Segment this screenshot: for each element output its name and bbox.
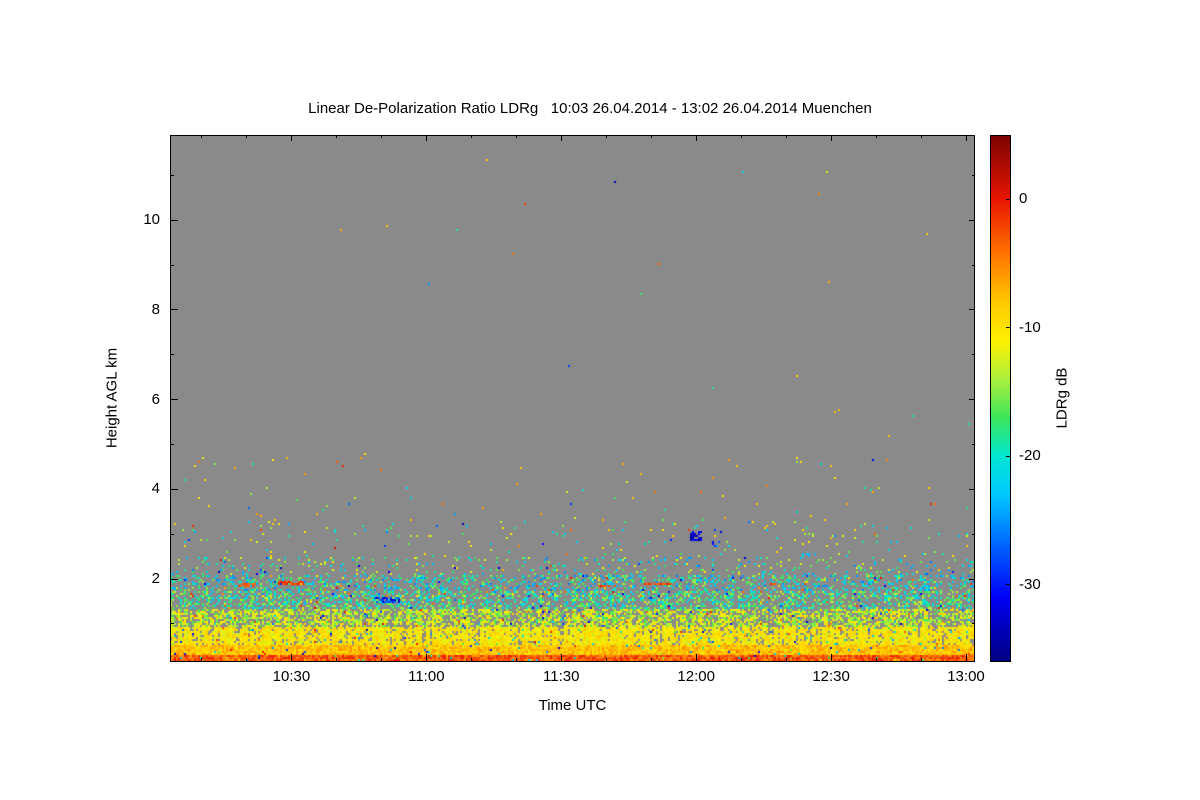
colorbar-tick-mark [1006,198,1011,200]
colorbar-tick-mark [1006,455,1011,457]
heatmap-canvas [170,135,975,662]
x-tick-label: 11:00 [408,668,445,685]
colorbar-tick-label: -10 [1019,318,1041,336]
x-tick-label: 12:30 [812,668,850,685]
y-tick-label: 8 [151,300,160,318]
x-tick-label: 13:00 [947,668,985,685]
colorbar-tick-label: -30 [1019,575,1041,593]
colorbar-title: LDRg dB [1053,367,1071,429]
plot-area [170,135,975,662]
chart-title: Linear De-Polarization Ratio LDRg 10:03 … [308,100,872,117]
y-tick-label: 6 [151,390,160,408]
y-tick-label: 2 [151,570,160,588]
y-tick-label: 4 [151,480,160,498]
x-tick-label: 12:00 [677,668,715,685]
colorbar-tick-mark [1006,327,1011,329]
x-axis-title: Time UTC [538,697,607,714]
colorbar [990,135,1011,662]
colorbar-tick-label: -20 [1019,447,1041,465]
y-axis-title: Height AGL km [103,347,121,449]
y-tick-label: 10 [143,211,160,229]
colorbar-gradient [990,135,1011,662]
x-tick-label: 11:30 [543,668,580,685]
colorbar-tick-label: 0 [1019,190,1028,208]
x-tick-label: 10:30 [272,668,311,685]
colorbar-tick-mark [1006,584,1011,586]
